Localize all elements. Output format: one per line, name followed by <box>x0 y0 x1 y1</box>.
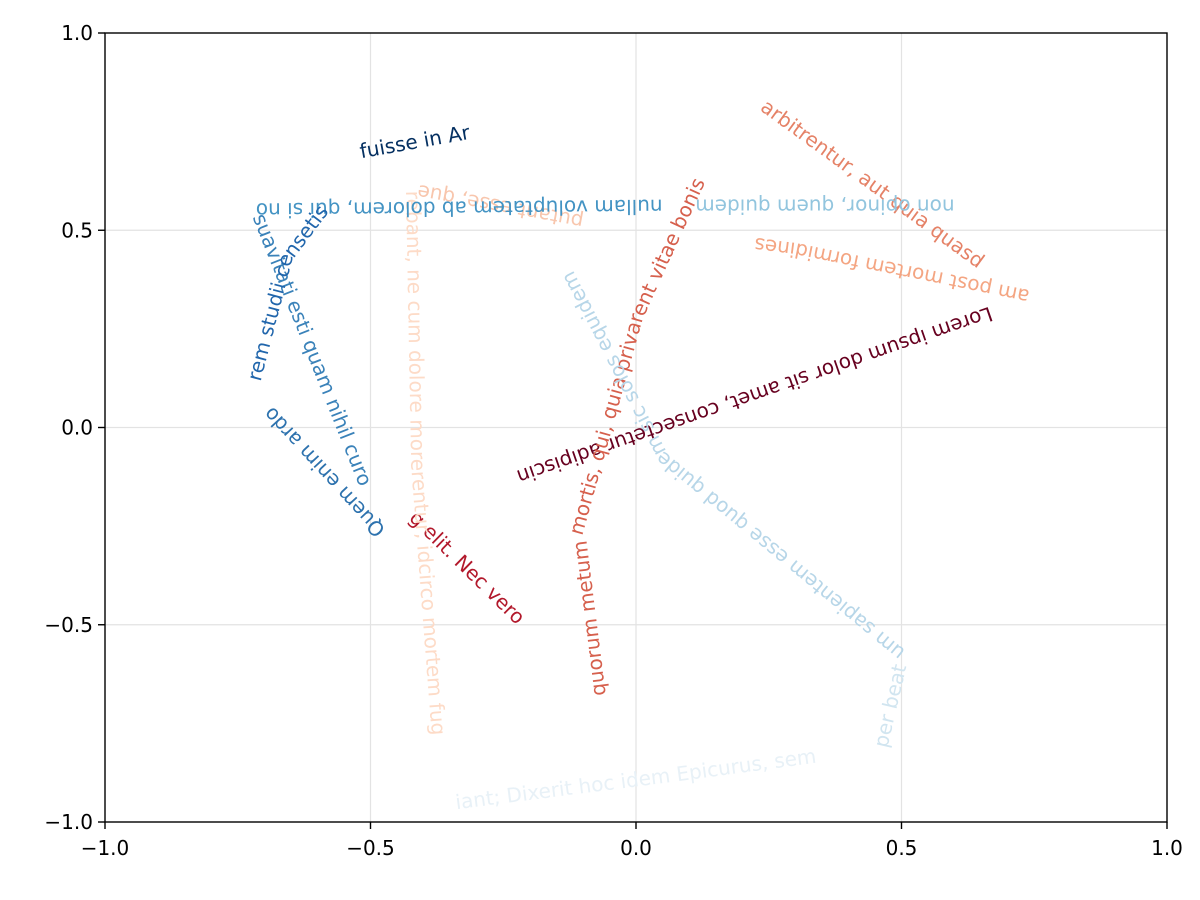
x-tick-label: −0.5 <box>346 836 395 860</box>
x-tick-label: 0.5 <box>886 836 918 860</box>
text-paths: Lorem ipsum dolor sit amet, consectetur … <box>0 0 1031 814</box>
y-tick-label: 0.5 <box>61 218 93 242</box>
y-tick-label: 1.0 <box>61 21 93 45</box>
y-tick-labels: −1.0 −0.5 0.0 0.5 1.0 <box>44 21 93 834</box>
text-path-label: rebant, ne cum dolore morerentur, idcirc… <box>401 191 451 737</box>
x-tick-labels: −1.0 −0.5 0.0 0.5 1.0 <box>81 836 1183 860</box>
text-path-segment: non opinor, quem quidem <box>695 195 954 219</box>
axis-ticks <box>98 32 1168 829</box>
text-path-segment: fuisse in Ar <box>358 120 473 163</box>
text-path-segment: um sapientem esse quod quidem sic solos … <box>556 268 909 666</box>
text-path-label: non opinor, quem quidem <box>695 195 954 219</box>
text-path-segment: per beat <box>869 662 912 750</box>
y-tick-label: 0.0 <box>61 416 93 440</box>
y-tick-label: −1.0 <box>44 810 93 834</box>
text-path-segment: am post mortem formidines <box>753 233 1031 309</box>
text-path-label: fuisse in Ar <box>358 120 473 163</box>
text-path-label: per beat <box>869 662 912 750</box>
x-tick-label: 0.0 <box>620 836 652 860</box>
grid-lines <box>105 33 1167 822</box>
x-tick-label: 1.0 <box>1151 836 1183 860</box>
text-path-label: um sapientem esse quod quidem sic solos … <box>556 268 909 666</box>
y-tick-label: −0.5 <box>44 613 93 637</box>
text-path-label: am post mortem formidines <box>753 233 1031 309</box>
x-tick-label: −1.0 <box>81 836 130 860</box>
text-path-segment: rebant, ne cum dolore morerentur, idcirc… <box>401 191 451 737</box>
